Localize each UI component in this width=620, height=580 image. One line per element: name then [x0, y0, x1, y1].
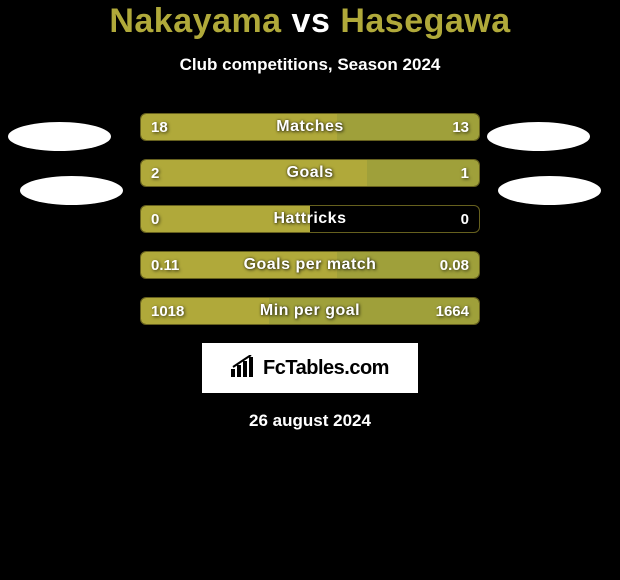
row-label: Hattricks: [141, 206, 479, 232]
logo-text: FcTables.com: [263, 357, 389, 380]
page-title: Nakayama vs Hasegawa: [0, 2, 620, 41]
stat-row: 1813Matches: [140, 113, 480, 141]
stat-row: 21Goals: [140, 159, 480, 187]
decorative-ellipse: [487, 122, 590, 151]
stat-rows: 1813Matches 21Goals 00Hattricks 0.110.08Goa…: [140, 113, 480, 325]
decorative-ellipse: [498, 176, 601, 205]
row-label: Min per goal: [141, 298, 479, 324]
row-label: Matches: [141, 114, 479, 140]
h2h-infographic: Nakayama vs Hasegawa Club competitions, …: [0, 0, 620, 431]
title-left: Nakayama: [109, 2, 281, 40]
title-right: Hasegawa: [340, 2, 510, 40]
bar-chart-icon: [231, 355, 257, 382]
stat-row: 0.110.08Goals per match: [140, 251, 480, 279]
date-label: 26 august 2024: [0, 411, 620, 431]
row-label: Goals: [141, 160, 479, 186]
logo-badge: FcTables.com: [202, 343, 418, 393]
decorative-ellipse: [20, 176, 123, 205]
title-vs: vs: [292, 2, 331, 40]
subtitle: Club competitions, Season 2024: [0, 55, 620, 75]
stat-row: 10181664Min per goal: [140, 297, 480, 325]
row-label: Goals per match: [141, 252, 479, 278]
decorative-ellipse: [8, 122, 111, 151]
stat-row: 00Hattricks: [140, 205, 480, 233]
